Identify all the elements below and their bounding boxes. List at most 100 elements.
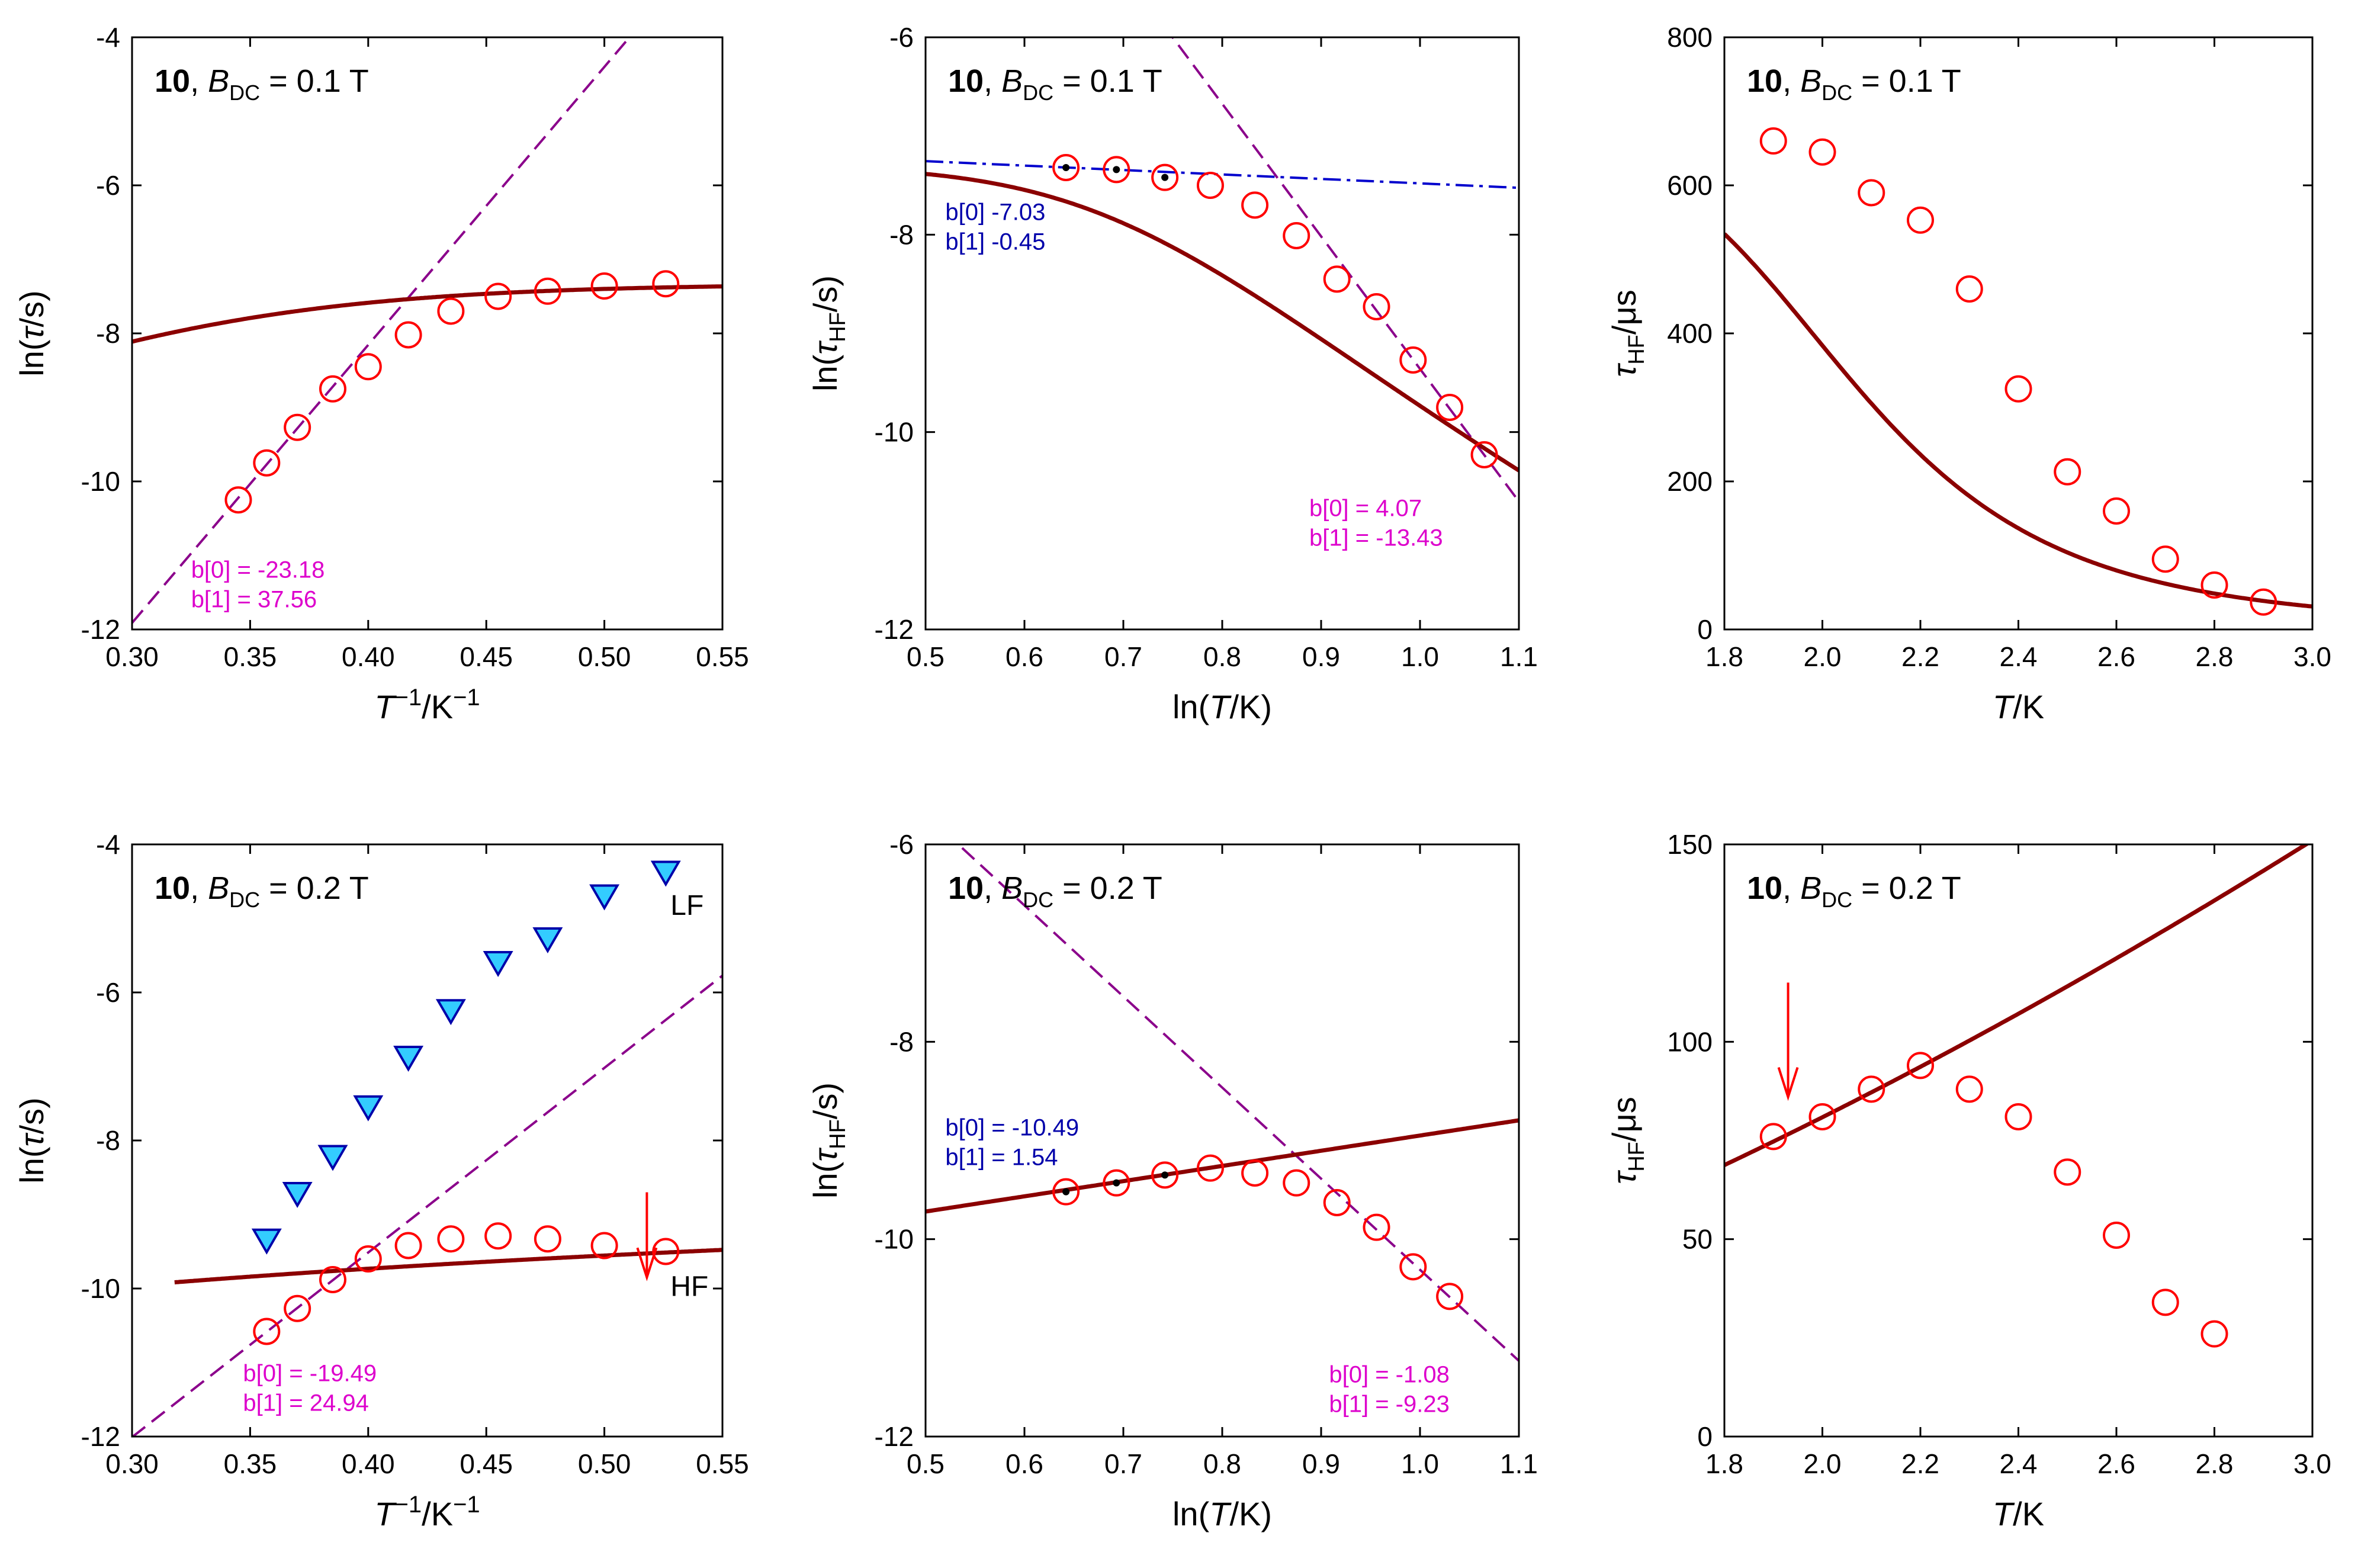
y-axis-label: τHF/μs [1605,290,1649,377]
chart-p3: 1.8 2.0 2.2 2.4 2.6 2.8 3.0 0 200 400 600 800 10, BD… [1605,22,2331,725]
y-tick-label: -6 [96,170,120,201]
x-tick-label: 0.45 [460,641,513,672]
data-point [1858,179,1885,207]
lf-data-point [393,1046,424,1072]
y-label-sub: HF [825,312,850,342]
data-point [2151,545,2179,573]
fit-annotation: b[0] = -10.49 [945,1115,1079,1141]
y-tick-label: -4 [96,22,120,53]
data-point [1151,163,1179,191]
x-tick-label: 0.8 [1203,1448,1241,1479]
chart-title: 10, BDC = 0.2 T [1747,870,1961,912]
lf-data-point [532,927,563,953]
y-tick-label: 400 [1667,318,1713,349]
data-point [437,1225,465,1253]
x-label-T: T [1209,1495,1232,1532]
x-tick-label: 0.6 [1005,641,1043,672]
title-sep: , [190,870,208,906]
fit-annotation: b[1] = -13.43 [1309,525,1443,551]
fit-annotation: b[1] = 1.54 [945,1145,1058,1171]
data-point [284,413,311,441]
data-point-dot [1062,164,1070,171]
x-label-unit: /K [2013,688,2044,725]
x-label-unit: /K) [1229,1495,1272,1532]
data-point [1808,1103,1836,1130]
title-rest: = 0.1 T [260,63,369,99]
title-sep: , [1782,870,1800,906]
fit-annotation: b[0] = -19.49 [243,1360,377,1386]
dashed-fit-line [132,37,631,624]
x-tick-label: 0.40 [342,641,395,672]
data-point [2200,571,2228,599]
data-point [437,297,465,325]
y-label-ln: ln( [807,1161,844,1199]
data-point [2200,1320,2228,1348]
data-point [2004,375,2032,403]
x-label-ln: ln( [1172,1495,1210,1532]
data-point [1323,1189,1351,1216]
x-tick-label: 2.8 [2196,641,2234,672]
x-tick-label: 2.4 [2000,1448,2038,1479]
x-tick-label: 3.0 [2293,641,2331,672]
title-number: 10 [1747,63,1782,99]
y-tick-label: -8 [96,318,120,349]
y-tick-label: -12 [875,614,914,645]
series-label: LF [670,890,703,921]
title-number: 10 [155,870,190,906]
title-rest: = 0.1 T [1053,63,1162,99]
data-point-dot [1062,1188,1070,1196]
plot-frame [1723,843,2314,1438]
data-point [253,1318,281,1345]
y-axis-label: ln(τ/s) [13,1097,50,1183]
data-point [2054,1158,2081,1186]
data-point [2151,1289,2179,1316]
plot-area [1724,844,2310,1167]
x-tick-label: 0.5 [907,1448,945,1479]
x-tick-label: 0.55 [696,641,749,672]
x-tick-label: 1.8 [1705,1448,1743,1479]
data-point [1103,1169,1130,1197]
x-tick-label: 2.2 [1901,641,1939,672]
chart-p2: 0.5 0.6 0.7 0.8 0.9 1.0 1.1 -12 -10 -8 -6 10, BDC =… [807,22,1538,725]
x-label-sup: −1 [395,1492,422,1518]
x-label-T: T [1993,1495,2015,1532]
y-tick-label: 0 [1697,614,1713,645]
x-tick-label: 0.6 [1005,1448,1043,1479]
plot-frame [131,843,724,1438]
data-point [1907,206,1934,234]
data-point [1283,222,1310,249]
y-label-unit: /s) [13,1097,50,1134]
x-tick-label: 3.0 [2293,1448,2331,1479]
y-tick-label: -8 [889,1026,914,1057]
chart-title: 10, BDC = 0.2 T [948,870,1162,912]
y-label-ln: ln( [13,339,50,377]
data-point [484,282,512,310]
y-label-tau: τ [807,340,844,355]
data-point [1470,441,1498,468]
title-number: 10 [948,870,984,906]
x-axis-label: T/K [1993,688,2044,725]
data-point [354,353,382,381]
y-label-unit: /μs [1605,1097,1643,1142]
data-point-dot [1113,1179,1120,1187]
x-tick-label: 1.0 [1401,1448,1439,1479]
chart-title: 10, BDC = 0.1 T [948,63,1162,105]
data-point [534,1225,561,1253]
data-point [1196,172,1224,199]
x-tick-label: 0.30 [105,641,159,672]
x-label-unit: /K [422,688,453,725]
x-tick-label: 2.2 [1901,1448,1939,1479]
data-point [1399,1253,1427,1281]
y-tick-label: -8 [889,219,914,250]
x-axis-label: T/K [1993,1495,2044,1532]
series-label: HF [670,1271,708,1303]
title-rest: = 0.1 T [1852,63,1961,99]
x-tick-label: 1.8 [1705,641,1743,672]
title-sub: DC [1023,888,1053,912]
y-tick-label: -12 [81,1421,120,1452]
data-point [1103,156,1130,184]
data-point [394,1232,422,1259]
y-tick-label: -6 [889,22,914,53]
x-tick-label: 0.9 [1302,641,1340,672]
y-tick-label: 100 [1667,1026,1713,1057]
